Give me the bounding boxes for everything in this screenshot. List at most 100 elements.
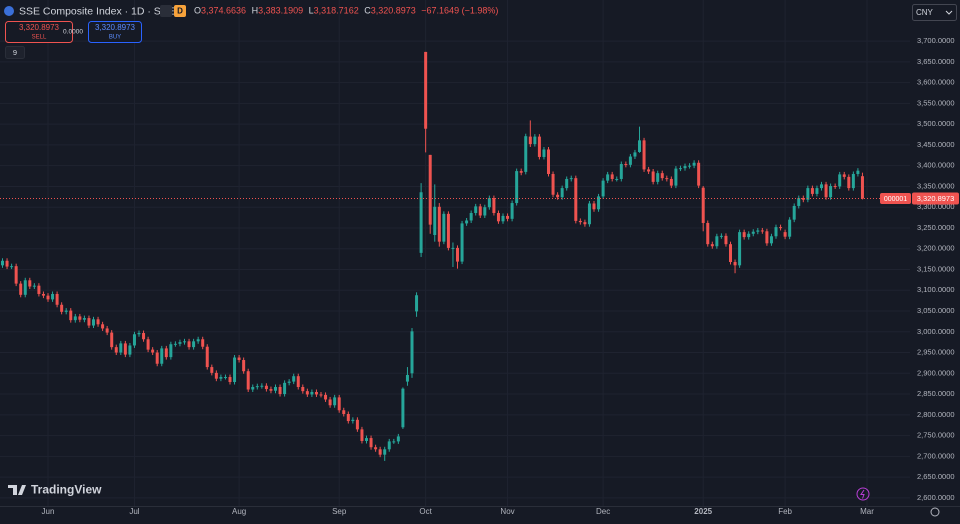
- candle-body: [1, 260, 5, 266]
- candle-body: [23, 280, 27, 295]
- candle-body: [574, 178, 578, 221]
- candle-body: [201, 339, 205, 347]
- currency-button[interactable]: [912, 4, 957, 21]
- y-tick-label: 3,650.0000: [917, 57, 955, 66]
- candle-body: [788, 219, 792, 237]
- symbol-logo: [4, 6, 14, 16]
- candle-body: [633, 152, 637, 157]
- candle-body: [401, 388, 405, 428]
- candle-body: [410, 331, 414, 374]
- candle-body: [628, 156, 632, 165]
- candle-body: [665, 178, 669, 180]
- y-tick-label: 2,750.0000: [917, 431, 955, 440]
- candle-body: [105, 328, 109, 333]
- candle-body: [255, 386, 259, 388]
- candle-body: [5, 260, 9, 267]
- candle-body: [601, 180, 605, 197]
- candle-body: [278, 386, 282, 395]
- candle-body: [101, 324, 105, 329]
- candle-body: [592, 203, 596, 210]
- candle-body: [606, 174, 610, 181]
- candle-body: [296, 376, 300, 387]
- candles: [0, 51, 910, 461]
- candle-body: [142, 333, 146, 340]
- candle-body: [260, 385, 264, 387]
- indicators-count: 9: [13, 48, 17, 57]
- candle-body: [624, 164, 628, 166]
- candle-body: [419, 192, 423, 253]
- y-tick-label: 3,200.0000: [917, 244, 955, 253]
- candle-body: [110, 332, 114, 348]
- candle-body: [82, 318, 86, 320]
- candle-body: [219, 377, 223, 379]
- buy-price: 3,320.8973: [95, 23, 136, 32]
- grid: [0, 0, 960, 507]
- x-tick-label: Feb: [778, 507, 792, 516]
- y-tick-label: 2,950.0000: [917, 348, 955, 357]
- candle-body: [132, 334, 136, 346]
- y-tick-label: 3,400.0000: [917, 161, 955, 170]
- candle-body: [847, 176, 851, 189]
- sell-button[interactable]: [5, 21, 73, 43]
- candle-body: [683, 166, 687, 169]
- candle-body: [365, 438, 369, 441]
- y-tick-label: 3,000.0000: [917, 327, 955, 336]
- ohlc-value: 3,374.6636: [201, 6, 246, 16]
- x-tick-label: Jul: [129, 507, 139, 516]
- candle-body: [383, 449, 387, 455]
- candle-body: [678, 168, 682, 170]
- candle-body: [160, 348, 164, 364]
- candle-body: [155, 352, 159, 364]
- ohlc-legend: O3,374.6636 H3,383.1909 L3,318.7162 C3,3…: [194, 6, 498, 16]
- currency-caret: [945, 10, 953, 15]
- candle-body: [333, 397, 337, 406]
- candle-body: [751, 231, 755, 234]
- candle-body: [78, 316, 82, 320]
- candle-body: [274, 386, 278, 391]
- candle-body: [688, 165, 692, 167]
- settings-icon[interactable]: [930, 507, 940, 517]
- candle-body: [41, 293, 45, 296]
- alert-icon[interactable]: [856, 487, 870, 501]
- candle-body: [547, 149, 551, 174]
- visibility-icon[interactable]: [160, 5, 172, 17]
- candle-body: [501, 215, 505, 222]
- candle-body: [183, 341, 187, 343]
- candle-body: [560, 188, 564, 198]
- candle-body: [242, 360, 246, 372]
- candle-body: [551, 173, 555, 195]
- candle-body: [487, 198, 491, 208]
- candle-body: [697, 162, 701, 186]
- candle-body: [196, 339, 200, 342]
- candle-body: [442, 213, 446, 242]
- y-tick-label: 2,700.0000: [917, 451, 955, 460]
- candle-body: [797, 198, 801, 206]
- candle-body: [292, 376, 296, 382]
- candle-body: [733, 262, 737, 266]
- candle-body: [515, 171, 519, 204]
- buy-button[interactable]: [88, 21, 142, 43]
- x-tick-label: Sep: [332, 507, 347, 516]
- indicators-toggle[interactable]: [5, 46, 25, 59]
- candle-body: [474, 206, 478, 214]
- candle-body: [205, 346, 209, 368]
- y-tick-label: 3,050.0000: [917, 306, 955, 315]
- candle-body: [246, 371, 250, 390]
- candle-body: [456, 247, 460, 262]
- candle-body: [469, 213, 473, 221]
- candle-body: [597, 196, 601, 210]
- candle-body: [192, 341, 196, 348]
- candle-body: [565, 178, 569, 189]
- candle-body: [378, 449, 382, 455]
- candle-body: [851, 173, 855, 189]
- candle-body: [542, 149, 546, 157]
- candle-body: [342, 410, 346, 414]
- candle-body: [187, 341, 191, 348]
- candle-body: [319, 394, 323, 396]
- brand: TradingView: [8, 483, 102, 497]
- candle-body: [337, 397, 341, 411]
- candle-body: [569, 178, 573, 180]
- sell-label: SELL: [32, 35, 47, 41]
